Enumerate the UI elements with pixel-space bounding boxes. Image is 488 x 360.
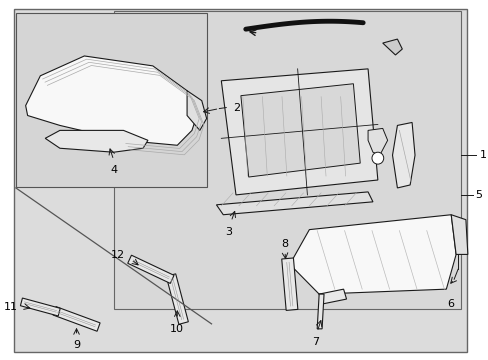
Text: 5: 5 <box>475 190 482 200</box>
Polygon shape <box>20 298 60 316</box>
Text: 9: 9 <box>73 340 80 350</box>
Polygon shape <box>53 307 100 331</box>
Text: 3: 3 <box>225 226 232 237</box>
Text: 11: 11 <box>4 302 18 312</box>
Bar <box>114 11 460 309</box>
Polygon shape <box>317 294 324 329</box>
Polygon shape <box>367 129 387 155</box>
Text: 1: 1 <box>479 150 486 160</box>
Polygon shape <box>127 255 174 283</box>
Polygon shape <box>25 56 197 145</box>
Text: 4: 4 <box>110 165 117 175</box>
Circle shape <box>371 152 383 164</box>
Text: 12: 12 <box>111 251 125 260</box>
Polygon shape <box>382 39 402 55</box>
Polygon shape <box>281 258 297 310</box>
Polygon shape <box>289 215 455 294</box>
Text: 7: 7 <box>311 337 318 347</box>
Text: 8: 8 <box>281 239 288 249</box>
Polygon shape <box>166 274 188 324</box>
Polygon shape <box>319 289 346 304</box>
Text: 2: 2 <box>233 103 240 113</box>
Polygon shape <box>450 215 467 255</box>
Polygon shape <box>45 130 148 152</box>
Polygon shape <box>392 122 414 188</box>
Polygon shape <box>187 91 206 130</box>
Text: 6: 6 <box>447 299 454 309</box>
Polygon shape <box>216 192 372 215</box>
Bar <box>16 13 206 187</box>
Polygon shape <box>221 69 377 195</box>
Text: 10: 10 <box>170 324 184 334</box>
Polygon shape <box>241 84 360 177</box>
